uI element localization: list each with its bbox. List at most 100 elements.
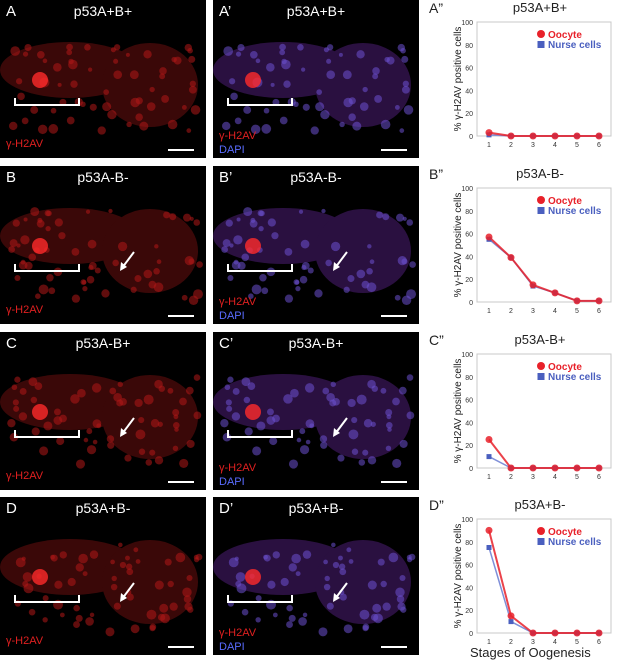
series-line-nurse-cells [488,238,599,302]
y-tick-label: 0 [469,631,473,638]
y-tick-label: 20 [465,277,473,284]
x-tick-label: 2 [509,474,513,481]
chart-panel-label: C” [429,332,444,348]
panel-genotype: p53A+B- [75,500,131,516]
oocyte-point [507,612,515,620]
y-tick-label: 80 [465,43,473,50]
nurse-cells-point [486,454,492,460]
x-tick-label: 3 [531,308,535,315]
scale-bar [168,149,194,151]
arrow-icon [333,582,348,602]
tissue-image [0,374,202,469]
legend-oocyte-label: Oocyte [548,362,582,373]
x-tick-label: 1 [487,142,491,149]
panel-genotype: p53A+B+ [286,3,346,19]
x-tick-label: 6 [597,639,601,646]
x-tick-label: 2 [509,639,513,646]
merge-micrograph-4: D’ p53A+B-γ-H2AV DAPI [213,497,419,655]
stain-label-dapi: DAPI [219,641,245,653]
stain-label-h2av: γ-H2AV [219,462,257,474]
x-tick-label: 3 [531,639,535,646]
series-line-nurse-cells [488,547,599,634]
oocyte-point [551,464,559,472]
legend-nurse-marker [537,207,545,214]
y-axis-label: % γ-H2AV positive cells [453,359,464,464]
scale-bar [381,315,407,317]
y-axis-label: % γ-H2AV positive cells [453,193,464,298]
y-tick-label: 100 [461,186,473,193]
panel-label: C’ [219,335,234,352]
panel-label: D [6,500,17,517]
panel-genotype: p53A-B+ [288,335,344,351]
germarium-bracket [227,595,293,603]
oocyte-point [573,629,581,637]
legend-nurse-marker [537,41,545,48]
x-tick-label: 5 [575,639,579,646]
legend-nurse-label: Nurse cells [548,40,602,51]
y-tick-label: 40 [465,585,473,592]
y-tick-label: 80 [465,540,473,547]
oocyte-point [573,132,581,140]
panel-label: C [6,335,17,352]
legend-oocyte-marker [537,196,545,204]
chart-1: A” p53A+B+ 0 20 40 60 80 100 1 2 3 4 5 6 % γ-H2AV posi… [425,0,617,160]
arrow-icon [333,251,348,271]
legend-oocyte-label: Oocyte [548,30,582,41]
panel-genotype: p53A+B+ [73,3,133,19]
series-line-oocyte [488,236,599,302]
y-tick-label: 0 [469,134,473,141]
panel-label: A [6,3,17,20]
x-tick-label: 6 [597,308,601,315]
oocyte-point [485,526,493,534]
y-tick-label: 60 [465,398,473,405]
y-tick-label: 100 [461,352,473,359]
merge-micrograph-2: B’ p53A-B-γ-H2AV DAPI [213,166,419,324]
chart-3: C” p53A-B+ 0 20 40 60 80 100 1 2 3 4 5 6 % γ-H2AV posi… [425,332,617,492]
y-axis-label: % γ-H2AV positive cells [453,524,464,629]
chart-svg: 0 20 40 60 80 100 1 2 3 4 5 6 % γ-H2AV positive cell… [453,20,612,149]
chart-title: p53A-B+ [514,332,566,347]
x-tick-label: 4 [553,474,557,481]
x-tick-label: 5 [575,308,579,315]
oocyte-point [529,132,537,140]
stain-label-dapi: DAPI [219,310,245,322]
y-tick-label: 100 [461,20,473,27]
oocyte-point [507,464,515,472]
oocyte-point [529,629,537,637]
stain-label-h2av: γ-H2AV [6,635,44,647]
stain-label-h2av: γ-H2AV [219,627,257,639]
stain-label-h2av: γ-H2AV [6,470,44,482]
chart-title: p53A-B- [516,166,564,181]
y-tick-label: 60 [465,66,473,73]
x-tick-label: 2 [509,308,513,315]
scale-bar [168,481,194,483]
chart-panel-label: B” [429,166,443,182]
y-tick-label: 0 [469,466,473,473]
legend-nurse-label: Nurse cells [548,372,602,383]
merge-micrograph-1: A’ p53A+B+ γ-H2AV DAPI [213,0,419,158]
x-tick-label: 4 [553,308,557,315]
oocyte-point [529,464,537,472]
tissue-image [213,539,416,637]
x-axis-title: Stages of Oogenesis [470,645,591,660]
x-tick-label: 1 [487,474,491,481]
stain-label-h2av: γ-H2AV [219,130,257,142]
legend-oocyte-label: Oocyte [548,527,582,538]
panel-genotype: p53A-B- [290,169,342,185]
x-tick-label: 5 [575,474,579,481]
chart-title: p53A+B- [514,497,566,512]
scale-bar [168,646,194,648]
x-tick-label: 1 [487,308,491,315]
scale-bar [381,646,407,648]
merge-micrograph-3: C’ p53A-B+ γ-H2AV DAPI [213,332,419,490]
x-tick-label: 4 [553,142,557,149]
x-tick-label: 3 [531,474,535,481]
y-tick-label: 80 [465,209,473,216]
stain-label-h2av: γ-H2AV [219,296,257,308]
oocyte-point [595,464,603,472]
germarium-bracket [14,430,80,438]
chart-2: B” p53A-B- 0 20 40 60 80 100 1 2 3 4 5 6 % γ-H2AV posi… [425,166,617,326]
